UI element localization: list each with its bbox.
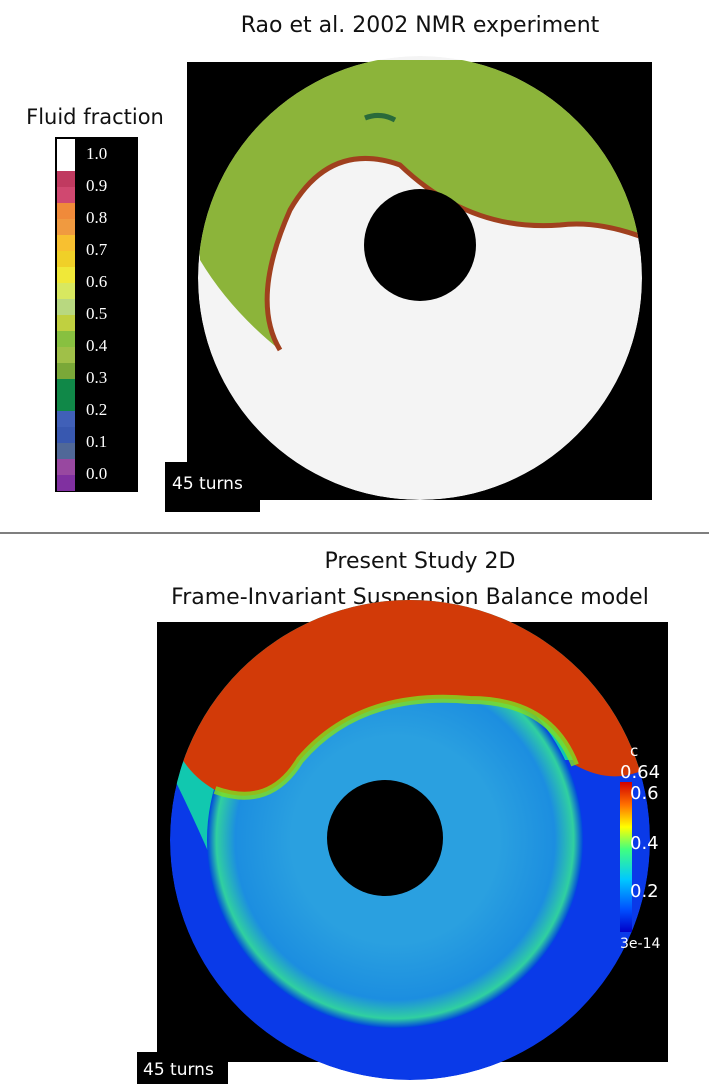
legend-label: 0.4	[86, 336, 108, 355]
swatch	[57, 379, 75, 395]
legend-label: 0.9	[86, 176, 107, 195]
caption-box	[137, 1052, 228, 1084]
swatch	[57, 219, 75, 235]
legend-label: 0.1	[86, 432, 107, 451]
caption-box	[165, 462, 260, 512]
inner-cylinder	[364, 189, 476, 301]
swatch	[57, 251, 75, 267]
swatch	[57, 283, 75, 299]
swatch	[57, 235, 75, 251]
inner-cylinder	[327, 780, 443, 896]
bottom-title: Present Study 2D	[325, 549, 516, 574]
legend-label: 0.6	[86, 272, 107, 291]
swatch	[57, 155, 75, 171]
swatch	[57, 299, 75, 315]
legend-label: 0.8	[86, 208, 107, 227]
bottom-caption: 45 turns	[143, 1060, 214, 1080]
colorbar-title: c	[630, 742, 638, 760]
colorbar	[620, 782, 632, 932]
colorbar-label: 0.64	[620, 762, 660, 783]
swatch	[57, 427, 75, 443]
colorbar-label: 3e-14	[620, 936, 660, 952]
legend-label: 0.5	[86, 304, 107, 323]
swatch	[57, 475, 75, 491]
legend-swatches: 1.0 0.9 0.8 0.7 0.6 0.5 0.4 0.3 0.2 0.1 0.0	[57, 139, 108, 491]
swatch	[57, 443, 75, 459]
swatch	[57, 347, 75, 363]
swatch	[57, 171, 75, 187]
swatch	[57, 203, 75, 219]
swatch	[57, 395, 75, 411]
swatch	[57, 315, 75, 331]
swatch	[57, 411, 75, 427]
colorbar-label: 0.2	[630, 881, 659, 902]
colorbar-label: 0.4	[630, 833, 659, 854]
legend-label: 0.7	[86, 240, 108, 259]
swatch	[57, 267, 75, 283]
swatch	[57, 331, 75, 347]
top-caption: 45 turns	[172, 474, 243, 494]
legend-label: 0.3	[86, 368, 107, 387]
colorbar-label: 0.6	[630, 783, 659, 804]
swatch	[57, 459, 75, 475]
legend-label: 0.2	[86, 400, 107, 419]
legend-label: 1.0	[86, 144, 107, 163]
swatch	[57, 187, 75, 203]
top-title: Rao et al. 2002 NMR experiment	[241, 13, 600, 38]
legend-title: Fluid fraction	[26, 105, 164, 129]
swatch	[57, 139, 75, 155]
swatch	[57, 363, 75, 379]
legend-label: 0.0	[86, 464, 107, 483]
